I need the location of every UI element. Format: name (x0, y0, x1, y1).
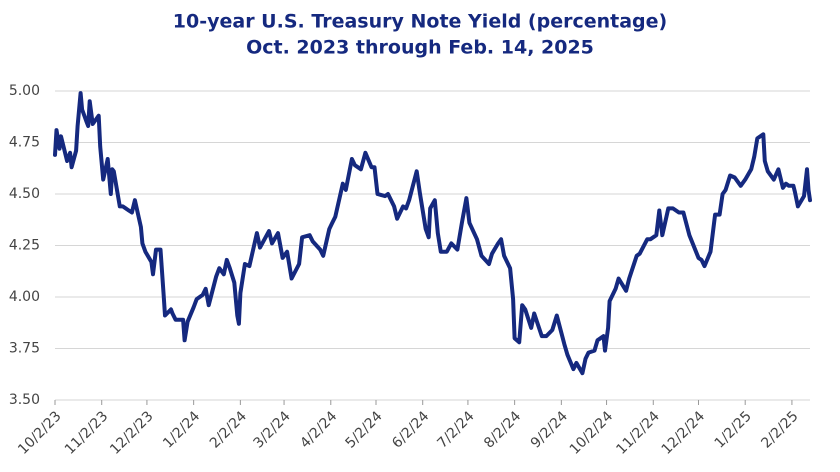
x-tick-label: 3/2/24 (251, 408, 294, 451)
chart-title: 10-year U.S. Treasury Note Yield (percen… (173, 11, 667, 33)
x-tick-label: 1/2/25 (712, 408, 755, 451)
y-tick-label: 4.75 (9, 135, 40, 151)
y-tick-label: 5.00 (9, 83, 40, 99)
x-tick-label: 10/2/24 (567, 408, 617, 458)
x-tick-label: 7/2/24 (434, 408, 477, 451)
chart-subtitle: Oct. 2023 through Feb. 14, 2025 (246, 37, 594, 59)
x-tick-label: 4/2/24 (297, 408, 340, 451)
x-tick-label: 12/2/24 (659, 408, 709, 458)
x-tick-label: 11/2/24 (613, 408, 663, 458)
x-tick-label: 2/2/25 (758, 408, 801, 451)
x-tick-label: 11/2/23 (62, 408, 111, 457)
x-tick-label: 1/2/24 (160, 408, 203, 451)
y-tick-label: 3.75 (9, 341, 40, 357)
y-tick-label: 4.50 (9, 186, 40, 202)
x-tick-label: 9/2/24 (528, 408, 571, 451)
y-tick-label: 3.50 (9, 392, 40, 408)
x-tick-label: 2/2/24 (207, 408, 250, 451)
x-tick-label: 6/2/24 (389, 408, 432, 451)
x-tick-label: 5/2/24 (342, 408, 385, 451)
y-tick-label: 4.00 (9, 289, 40, 305)
y-tick-label: 4.25 (9, 238, 40, 254)
x-tick-label: 10/2/23 (15, 408, 64, 457)
x-tick-label: 8/2/24 (481, 408, 524, 451)
yield-line (53, 91, 812, 376)
x-tick-label: 12/2/23 (107, 408, 156, 457)
